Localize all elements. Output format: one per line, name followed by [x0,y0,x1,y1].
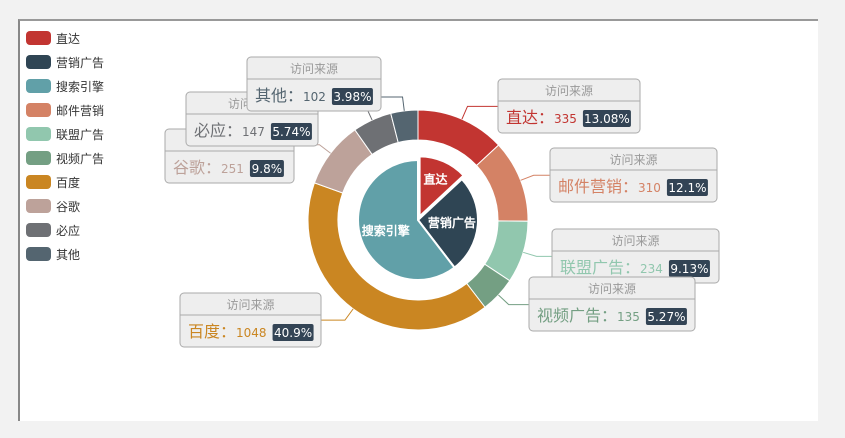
callout-slice-name: 百度： [188,322,236,341]
callout-series-name: 访问来源 [588,282,636,296]
callout-percent: 9.8% [252,162,283,176]
callout-series-name: 访问来源 [611,234,659,248]
callout-percent: 5.27% [647,310,685,324]
callout-slice-value: 102 [303,90,326,104]
callout-slice-name: 直达： [506,108,554,127]
callout-slice-value: 251 [221,162,244,176]
inner-slice-label: 直达 [424,172,448,187]
legend-item[interactable]: 其他 [26,242,104,266]
inner-slice[interactable] [416,177,479,269]
callout-slice-name: 视频广告： [537,306,617,325]
label-leader-line [321,308,354,321]
legend-label: 搜索引擎 [56,79,105,94]
callout-slice-name: 联盟广告： [560,258,640,277]
legend-label: 营销广告 [56,55,105,70]
legend-item[interactable]: 直达 [26,26,104,50]
legend-item[interactable]: 视频广告 [26,146,104,170]
callout-slice-name: 必应： [194,121,242,140]
callout-series-name: 访问来源 [609,153,657,167]
inner-slice-group[interactable]: 直达 [418,155,465,219]
callout-series-name: 访问来源 [290,62,338,76]
legend-swatch [26,103,51,117]
label-leader-line [461,105,498,120]
legend-swatch [26,79,51,93]
callout-slice-value: 310 [638,181,661,195]
legend-label: 直达 [56,31,81,46]
callout-slice-value: 234 [640,262,663,276]
inner-slice-group[interactable]: 搜索引擎 [357,158,456,281]
callout-slice-name: 其他： [255,86,303,105]
label-leader-line [498,294,529,306]
legend-swatch [26,151,51,165]
callout-slice-name: 邮件营销： [558,177,638,196]
callout-series-name: 访问来源 [226,298,274,312]
legend-label: 视频广告 [56,151,105,166]
legend-swatch [26,127,51,141]
legend-item[interactable]: 联盟广告 [26,122,104,146]
legend-swatch [26,55,51,69]
legend-item[interactable]: 必应 [26,218,104,242]
callout-percent: 5.74% [272,125,310,139]
legend-item[interactable]: 搜索引擎 [26,74,104,98]
legend-swatch [26,223,51,237]
legend-swatch [26,31,51,45]
outer-slice[interactable] [307,182,486,331]
callout-percent: 13.08% [584,112,630,126]
callout-percent-badge [270,123,312,140]
callout-slice-value: 135 [617,310,640,324]
callout-percent-badge [249,160,284,177]
inner-slice-label: 搜索引擎 [362,223,410,238]
callout-slice-name: 谷歌： [173,158,221,177]
callout-percent-badge [331,88,373,105]
callout-slice-value: 1048 [236,326,267,340]
inner-slice[interactable] [418,155,465,219]
callout-percent-badge [645,308,687,325]
inner-slice-label: 营销广告 [428,215,476,230]
legend-label: 其他 [56,247,81,262]
callout-percent: 40.9% [274,326,312,340]
outer-slice[interactable] [390,109,419,144]
legend-label: 联盟广告 [56,127,105,142]
callout-percent-badge [582,110,631,127]
callout-percent: 9.13% [670,262,708,276]
legend-swatch [26,175,51,189]
label-leader-line [520,174,550,181]
inner-slice-group[interactable]: 营销广告 [416,177,479,269]
legend-label: 必应 [56,223,81,238]
legend-item[interactable]: 谷歌 [26,194,104,218]
legend-item[interactable]: 百度 [26,170,104,194]
legend: 直达营销广告搜索引擎邮件营销联盟广告视频广告百度谷歌必应其他 [26,26,104,266]
callout-slice-value: 335 [554,112,577,126]
legend-label: 邮件营销 [56,103,105,118]
label-leader-line [523,251,552,257]
legend-label: 谷歌 [56,199,81,214]
callout-slice-value: 147 [242,125,265,139]
callout-series-name: 访问来源 [545,84,593,98]
inner-slice[interactable] [357,158,456,281]
callout-percent-badge [272,324,314,341]
legend-item[interactable]: 邮件营销 [26,98,104,122]
legend-label: 百度 [56,175,81,190]
callout-percent-badge [666,179,708,196]
legend-item[interactable]: 营销广告 [26,50,104,74]
legend-swatch [26,199,51,213]
callout-percent: 12.1% [668,181,706,195]
legend-swatch [26,247,51,261]
callout-percent-badge [668,260,710,277]
label-leader-line [381,96,405,111]
callout-percent: 3.98% [333,90,371,104]
